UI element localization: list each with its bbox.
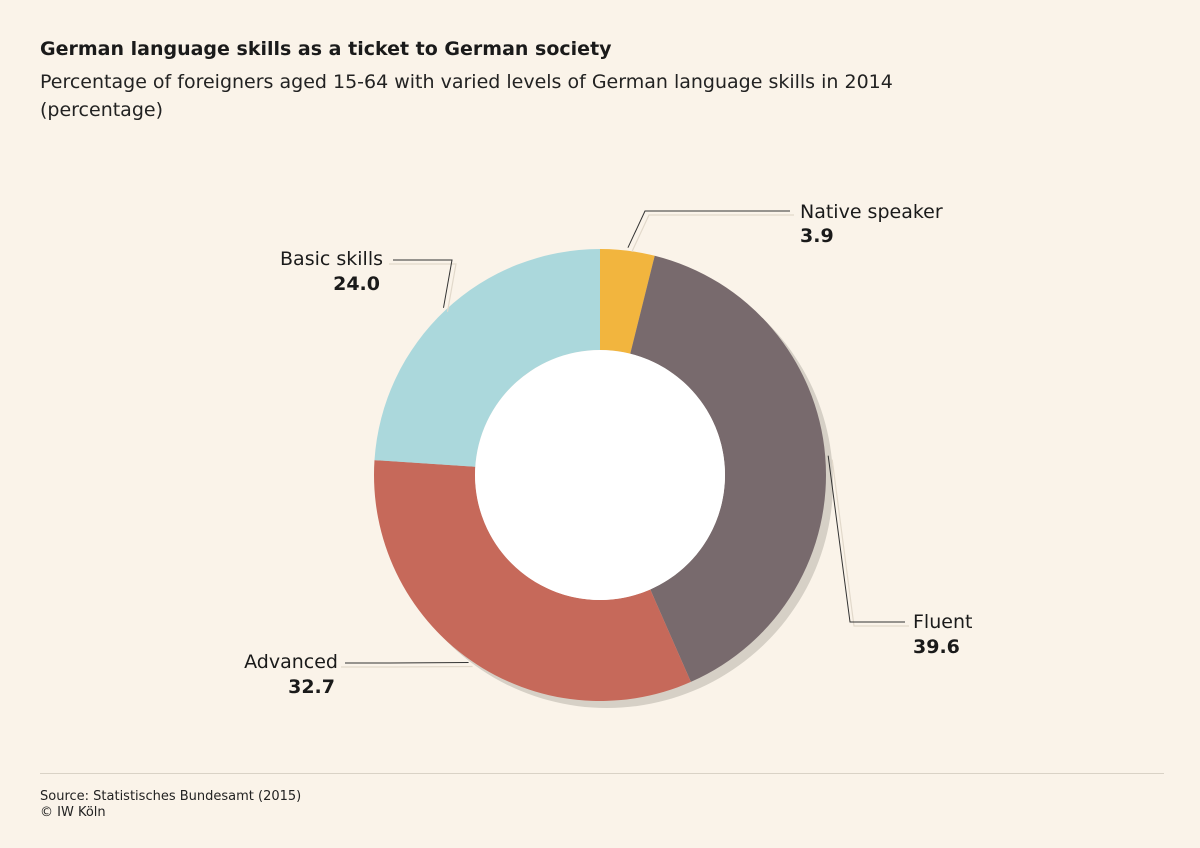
label-native-speaker: Native speaker <box>800 201 943 223</box>
value-native-speaker: 3.9 <box>800 225 834 247</box>
donut-slices <box>374 249 826 701</box>
slice-fluent <box>630 255 826 682</box>
slice-native-speaker <box>600 249 655 354</box>
leader-shadow-native-speaker <box>631 214 794 252</box>
label-advanced: Advanced <box>244 651 338 673</box>
leader-line-native-speaker <box>627 210 790 248</box>
leader-lines <box>341 210 909 668</box>
leader-line-fluent <box>827 455 905 623</box>
slice-advanced <box>374 460 691 701</box>
source-note: Source: Statistisches Bundesamt (2015) <box>40 789 302 804</box>
slice-basic-skills <box>374 249 600 467</box>
label-fluent: Fluent <box>913 611 972 633</box>
chart-subtitle: Percentage of foreigners aged 15-64 with… <box>40 71 893 121</box>
copyright-note: © IW Köln <box>40 805 106 820</box>
label-basic-skills: Basic skills <box>280 248 383 270</box>
leader-line-basic-skills <box>393 259 453 308</box>
value-advanced: 32.7 <box>288 676 335 698</box>
leader-shadow-basic-skills <box>389 263 457 312</box>
footer-divider <box>40 773 1164 774</box>
value-fluent: 39.6 <box>913 636 960 658</box>
leader-shadow-fluent <box>831 459 909 627</box>
donut-hole <box>475 350 725 600</box>
chart-title: German language skills as a ticket to Ge… <box>40 38 612 60</box>
value-basic-skills: 24.0 <box>333 273 380 295</box>
